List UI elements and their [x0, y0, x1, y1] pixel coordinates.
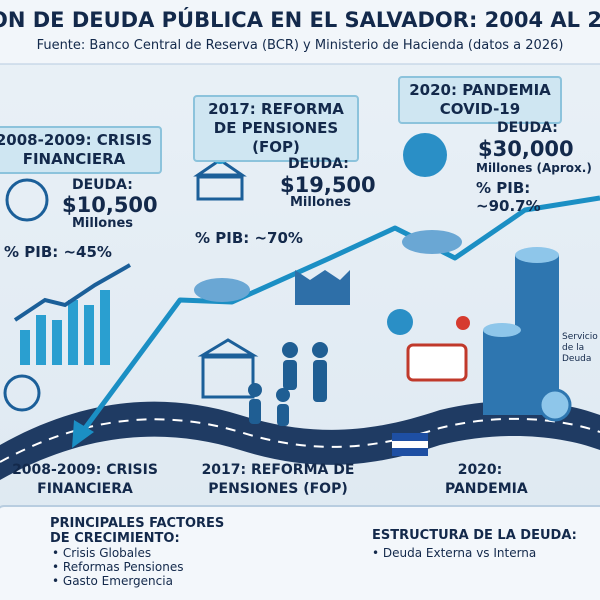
- people-icon: [248, 342, 328, 426]
- footer-item: • Gasto Emergencia: [52, 574, 173, 588]
- debt-unit: Millones: [72, 216, 134, 231]
- road: [0, 400, 600, 480]
- trend-line: [77, 195, 600, 437]
- event-heading: 2008-2009: CRISIS FINANCIERA: [0, 126, 162, 174]
- siren-icon: [456, 316, 470, 330]
- footer-item: • Reformas Pensiones: [52, 560, 184, 574]
- footer-title: PRINCIPALES FACTORES DE CRECIMIENTO:: [50, 516, 225, 546]
- debt-value: $30,000: [478, 137, 574, 161]
- gdp-share: % PIB: ~90.7%: [476, 179, 541, 215]
- footer-item-text: Crisis Globales: [62, 546, 152, 560]
- road-label: 2008-2009: CRISIS FINANCIERA: [12, 462, 158, 497]
- coin-stack: [483, 247, 572, 422]
- flag-icon: [392, 433, 428, 456]
- virus-icon: [403, 133, 447, 177]
- event-heading: 2020: PANDEMIA COVID-19: [398, 76, 562, 124]
- debt-label: DEUDA:: [72, 177, 133, 193]
- globe-icon: [5, 178, 49, 222]
- bank-icon: [193, 158, 259, 399]
- virus-icon: [387, 309, 413, 335]
- bar-icon: [20, 290, 110, 365]
- factory-icon: [295, 270, 350, 305]
- footer-panel: [0, 505, 600, 600]
- debt-value: $10,500: [62, 193, 158, 217]
- trend-arrowhead: [72, 420, 94, 448]
- gdp-share: % PIB: ~70%: [195, 229, 303, 247]
- globe-icon: [3, 374, 41, 412]
- handshake-icon: [194, 278, 250, 302]
- debt-label: DEUDA:: [497, 120, 558, 136]
- footer-title: ESTRUCTURA DE LA DEUDA:: [372, 528, 577, 543]
- header-band: [0, 0, 600, 64]
- bar-icon-arrow: [13, 263, 131, 322]
- footer-item: • Deuda Externa vs Interna: [372, 546, 537, 560]
- debt-label: DEUDA:: [288, 156, 349, 172]
- debt-unit: Millones: [290, 195, 352, 210]
- debt-unit: Millones (Aprox.): [476, 161, 592, 175]
- footer-item-text: Reformas Pensiones: [62, 560, 184, 574]
- ambulance-icon: [406, 343, 468, 382]
- footer-item-text: Deuda Externa vs Interna: [382, 546, 537, 560]
- road-line: [0, 417, 600, 463]
- road-label: 2017: REFORMA DE PENSIONES (FOP): [201, 462, 355, 497]
- event-heading: 2017: REFORMA DE PENSIONES (FOP): [193, 95, 359, 162]
- footer-item-text: Gasto Emergencia: [62, 574, 173, 588]
- footer-item: • Crisis Globales: [52, 546, 152, 560]
- coin-label: Servicio de la Deuda: [562, 332, 598, 364]
- subtitle: Fuente: Banco Central de Reserva (BCR) y…: [36, 38, 564, 53]
- handshake-icon: [402, 230, 462, 254]
- road-label: 2020: PANDEMIA: [445, 462, 528, 497]
- gdp-share: % PIB: ~45%: [4, 243, 112, 261]
- debt-value: $19,500: [280, 173, 376, 197]
- title: ON DE DEUDA PÚBLICA EN EL SALVADOR: 2004…: [0, 8, 600, 32]
